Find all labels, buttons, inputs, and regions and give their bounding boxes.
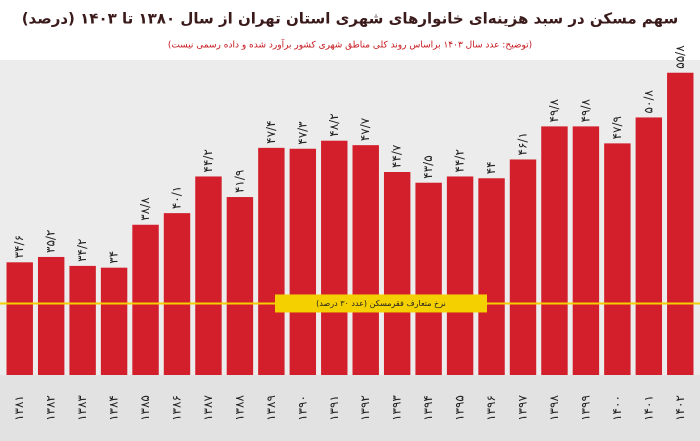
x-tick-label: ۱۳۸۷ bbox=[201, 395, 215, 421]
x-tick-label: ۱۳۹۳ bbox=[390, 395, 404, 421]
value-label: ۴۹/۸ bbox=[578, 98, 592, 122]
value-label: ۴۱/۹ bbox=[232, 170, 246, 193]
value-label: ۴۹/۸ bbox=[547, 98, 561, 122]
value-label: ۴۰/۱ bbox=[170, 186, 184, 209]
x-tick-label: ۱۳۹۱ bbox=[327, 395, 341, 421]
value-label: ۳۴ bbox=[107, 251, 121, 264]
x-tick-label: ۱۳۹۵ bbox=[453, 395, 467, 421]
x-tick-label: ۱۳۸۴ bbox=[107, 395, 121, 421]
x-tick-label: ۱۳۹۷ bbox=[516, 395, 530, 421]
bar bbox=[667, 72, 694, 375]
value-label: ۴۴/۲ bbox=[453, 149, 467, 172]
x-tick-label: ۱۴۰۰ bbox=[610, 395, 624, 421]
bar bbox=[321, 140, 348, 375]
x-tick-label: ۱۳۹۴ bbox=[421, 395, 435, 421]
bar bbox=[478, 178, 505, 375]
x-tick-label: ۱۳۹۸ bbox=[547, 395, 561, 421]
chart-title: سهم مسکن در سبد هزینه‌ای خانوارهای شهری … bbox=[22, 10, 679, 28]
x-tick-label: ۱۳۹۲ bbox=[358, 395, 372, 421]
value-label: ۴۷/۳ bbox=[295, 121, 309, 145]
bar bbox=[37, 256, 65, 375]
value-label: ۴۷/۹ bbox=[610, 116, 624, 139]
bar bbox=[572, 126, 600, 375]
value-label: ۴۸/۲ bbox=[327, 113, 341, 136]
x-tick-label: ۱۳۸۹ bbox=[264, 395, 278, 421]
bar bbox=[446, 176, 474, 375]
x-tick-label: ۱۳۹۹ bbox=[578, 395, 592, 421]
bar bbox=[509, 159, 537, 375]
bar bbox=[383, 171, 411, 375]
bar bbox=[163, 213, 191, 375]
value-label: ۳۴/۲ bbox=[75, 239, 89, 262]
bar bbox=[258, 147, 285, 375]
value-label: ۵۰/۸ bbox=[641, 90, 655, 114]
x-tick-label: ۱۳۸۸ bbox=[232, 395, 246, 421]
x-tick-label: ۱۳۹۰ bbox=[295, 395, 309, 421]
bar bbox=[289, 148, 317, 375]
x-tick-label: ۱۳۸۶ bbox=[170, 395, 184, 421]
value-label: ۳۸/۸ bbox=[138, 197, 152, 221]
bar bbox=[352, 145, 379, 375]
x-tick-label: ۱۴۰۲ bbox=[673, 395, 687, 421]
bar bbox=[69, 265, 96, 375]
header-background bbox=[0, 0, 700, 60]
value-label: ۳۴/۶ bbox=[12, 235, 26, 258]
value-label: ۵۵/۸ bbox=[673, 45, 687, 69]
value-label: ۴۷/۴ bbox=[264, 120, 278, 143]
value-label: ۴۳/۵ bbox=[421, 155, 435, 178]
reference-label-box bbox=[275, 294, 487, 313]
value-label: ۴۴/۲ bbox=[201, 149, 215, 172]
x-tick-label: ۱۳۸۳ bbox=[75, 395, 89, 421]
axis-band bbox=[0, 375, 700, 441]
x-tick-label: ۱۳۸۲ bbox=[44, 395, 58, 421]
bar bbox=[226, 197, 254, 375]
bar bbox=[6, 262, 33, 375]
value-label: ۴۴ bbox=[484, 161, 498, 174]
bar bbox=[100, 267, 128, 375]
chart-subtitle: (توضیح: عدد سال ۱۴۰۳ براساس روند کلی منا… bbox=[168, 39, 532, 51]
x-tick-label: ۱۴۰۱ bbox=[641, 395, 655, 421]
bar bbox=[635, 117, 663, 376]
value-label: ۴۷/۷ bbox=[358, 117, 372, 141]
value-label: ۴۴/۷ bbox=[390, 144, 404, 168]
reference-label: نرخ متعارف فقرمسکن (عدد ۳۰ درصد) bbox=[316, 299, 446, 308]
bar bbox=[604, 143, 631, 375]
bar bbox=[132, 224, 159, 375]
value-label: ۴۶/۱ bbox=[516, 132, 530, 155]
value-label: ۳۵/۲ bbox=[44, 230, 58, 253]
bar bbox=[195, 176, 222, 375]
x-tick-label: ۱۳۸۱ bbox=[12, 395, 26, 421]
bar bbox=[415, 182, 442, 375]
bar bbox=[541, 126, 568, 375]
x-tick-label: ۱۳۸۵ bbox=[138, 395, 152, 421]
x-tick-label: ۱۳۹۶ bbox=[484, 395, 498, 421]
